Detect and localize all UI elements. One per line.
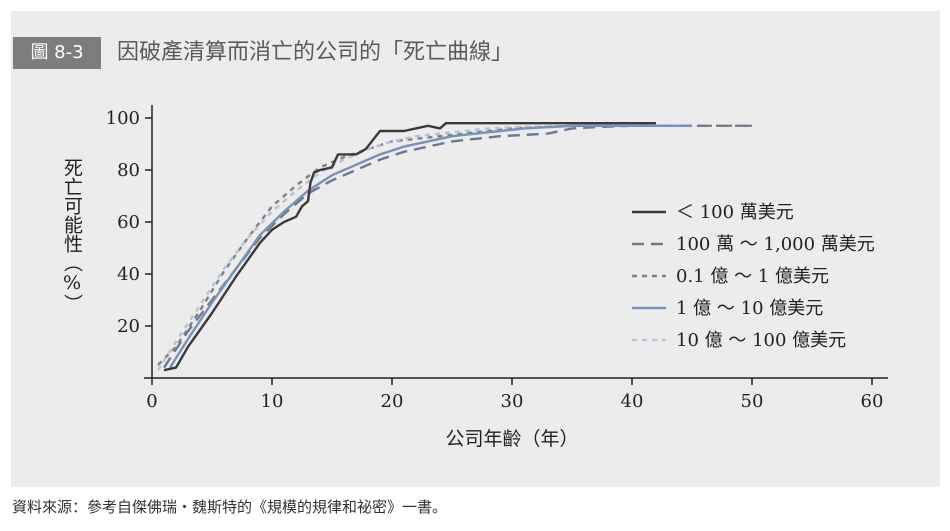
ticks: 20 40 60 80 100 0 10 20 30 40 50 60: [106, 108, 884, 412]
legend-label: 0.1 億 ～ 1 億美元: [676, 266, 829, 287]
y-tick-label: 20: [117, 316, 140, 337]
figure-number-badge: 圖 8-3: [13, 37, 101, 69]
axes: [144, 105, 888, 379]
x-tick-label: 10: [261, 391, 284, 412]
y-tick-label: 60: [117, 212, 140, 233]
series-line-3: [157, 124, 752, 366]
series-line-5: [156, 123, 633, 371]
legend-label: 1 億 ～ 10 億美元: [676, 298, 823, 319]
x-tick-label: 60: [861, 391, 884, 412]
legend: ＜ 100 萬美元 100 萬 ～ 1,000 萬美元 0.1 億 ～ 1 億美元 1…: [632, 202, 875, 351]
y-tick-label: 40: [117, 264, 140, 285]
y-tick-label: 80: [117, 160, 140, 181]
x-tick-label: 20: [381, 391, 404, 412]
series-line-1: [163, 122, 656, 372]
legend-label: 100 萬 ～ 1,000 萬美元: [676, 234, 875, 255]
series-line-4: [168, 124, 692, 369]
figure-title: 因破產清算而消亡的公司的「死亡曲線」: [117, 40, 514, 65]
x-tick-label: 30: [501, 391, 524, 412]
y-axis-title: 死亡可能性（%）: [61, 158, 83, 313]
series-lines: [156, 122, 752, 372]
x-tick-label: 40: [621, 391, 644, 412]
x-axis-title: 公司年齡（年）: [445, 428, 578, 450]
source-note: 資料來源：參考自傑佛瑞・魏斯特的《規模的規律和祕密》一書。: [12, 498, 448, 516]
legend-label: 10 億 ～ 100 億美元: [676, 330, 846, 351]
legend-label: ＜ 100 萬美元: [676, 202, 794, 223]
y-tick-label: 100: [106, 108, 140, 129]
x-tick-label: 0: [146, 391, 157, 412]
figure-panel: [11, 11, 940, 487]
x-tick-label: 50: [741, 391, 764, 412]
